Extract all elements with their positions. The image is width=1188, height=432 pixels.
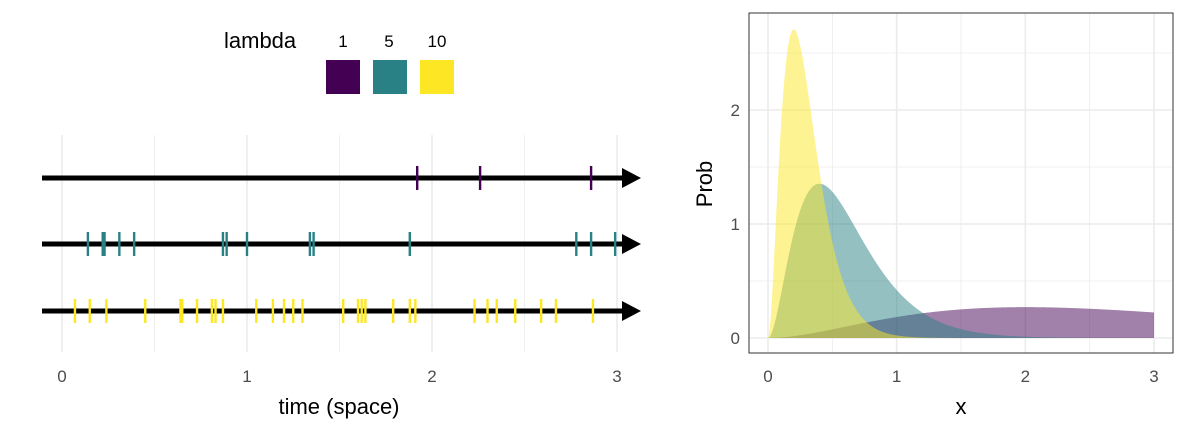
timeline-arrowhead-lambda-10 [622, 301, 641, 321]
right-y-axis-title: Prob [692, 161, 717, 207]
density-panel-border [748, 12, 1174, 354]
right-x-tick-0: 0 [763, 367, 772, 386]
left-x-tick-1: 1 [242, 367, 251, 386]
legend-key-10 [420, 60, 454, 94]
right-y-tick-0: 0 [731, 329, 740, 348]
left-x-tick-3: 3 [612, 367, 621, 386]
right-x-tick-1: 1 [892, 367, 901, 386]
left-x-tick-2: 2 [427, 367, 436, 386]
legend-label-1: 1 [338, 32, 347, 51]
density-areas [768, 29, 1154, 338]
density-panel: 0 1 2 3 0 1 2 x Prob [692, 12, 1174, 419]
timeline-arrows [42, 168, 641, 321]
legend-title: lambda [224, 28, 297, 53]
right-x-tick-3: 3 [1149, 367, 1158, 386]
density-area-lambda-5 [768, 183, 1154, 338]
right-x-tick-2: 2 [1021, 367, 1030, 386]
right-x-axis-title: x [956, 394, 967, 419]
right-y-tick-2: 2 [731, 101, 740, 120]
left-x-axis-title: time (space) [278, 394, 399, 419]
legend: lambda 1 5 10 [224, 28, 454, 94]
density-x-ticks: 0 1 2 3 [763, 367, 1158, 386]
timeline-arrowhead-lambda-1 [622, 168, 641, 188]
timeline-panel: 0 1 2 3 time (space) [42, 135, 641, 419]
timeline-x-ticks: 0 1 2 3 [57, 367, 621, 386]
right-y-tick-1: 1 [731, 215, 740, 234]
density-y-ticks: 0 1 2 [731, 101, 740, 348]
legend-label-10: 10 [428, 32, 447, 51]
event-marks [73, 166, 617, 323]
legend-label-5: 5 [384, 32, 393, 51]
density-area-lambda-10 [768, 29, 1154, 338]
legend-key-5 [373, 60, 407, 94]
timeline-arrowhead-lambda-5 [622, 234, 641, 254]
left-x-tick-0: 0 [57, 367, 66, 386]
legend-key-1 [326, 60, 360, 94]
